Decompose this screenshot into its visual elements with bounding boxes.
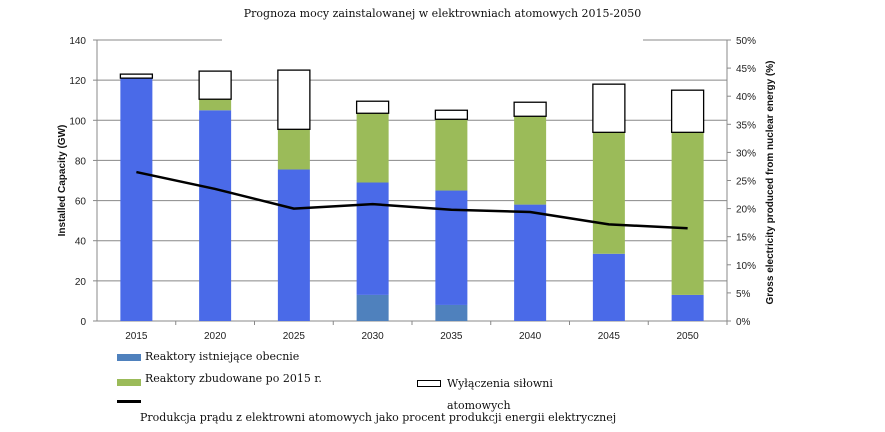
x-tick-label: 2025 (283, 331, 306, 342)
legend-swatch-new (117, 379, 141, 386)
y-tick-label: 0 (80, 317, 86, 328)
bar-segment (356, 182, 389, 295)
y2-tick-label: 5% (736, 289, 751, 300)
bar-segment (355, 100, 390, 114)
bar-segment (514, 116, 547, 205)
bar-segment (119, 73, 154, 79)
y2-tick-label: 45% (736, 64, 756, 75)
bar-segment (671, 294, 704, 321)
bar-segment (356, 113, 389, 183)
legend-swatch-line (117, 400, 141, 403)
bar-segment (277, 169, 310, 321)
bar-segment (514, 204, 547, 321)
bar-segment (435, 119, 468, 191)
y2-axis-label: Gross electricity produced from nuclear … (765, 61, 776, 305)
y2-tick-label: 0% (736, 317, 751, 328)
bar-segment (592, 83, 626, 133)
bar-segment (277, 129, 310, 170)
bar-segment (120, 78, 153, 321)
y-tick-label: 40 (75, 237, 87, 248)
legend-swatch-shutdowns (417, 380, 441, 387)
bar-segment (592, 253, 625, 321)
bar-segment (277, 69, 311, 130)
y-tick-label: 140 (69, 36, 86, 47)
legend-label-existing: Reaktory istniejące obecnie (145, 350, 300, 363)
legend-label-shutdowns: Wyłączenia siłowni atomowych (447, 377, 553, 412)
bar-segment (592, 132, 625, 254)
y2-tick-label: 35% (736, 120, 756, 131)
x-tick-label: 2045 (598, 331, 621, 342)
y-axis-label: Installed Capacity (GW) (57, 125, 68, 237)
y2-tick-label: 30% (736, 148, 756, 159)
x-tick-label: 2020 (204, 331, 227, 342)
y-tick-label: 80 (75, 156, 87, 167)
x-tick-label: 2040 (519, 331, 542, 342)
y-tick-label: 20 (75, 277, 87, 288)
bar-segment (199, 110, 232, 321)
y2-tick-label: 25% (736, 177, 756, 188)
y2-tick-label: 40% (736, 92, 756, 103)
y-tick-label: 60 (75, 197, 87, 208)
x-tick-label: 2050 (677, 331, 700, 342)
nuclear-share-line (136, 170, 688, 230)
y2-tick-label: 10% (736, 261, 756, 272)
legend-label-new: Reaktory zbudowane po 2015 r. (145, 372, 322, 385)
y2-tick-label: 50% (736, 36, 756, 47)
legend-label-line: Produkcja prądu z elektrowni atomowych j… (140, 411, 617, 424)
y2-tick-label: 20% (736, 205, 756, 216)
bar-segment (198, 70, 232, 100)
legend-swatch-existing (117, 354, 141, 361)
bar-segment (671, 132, 704, 295)
bar-segment (435, 304, 468, 321)
bar-segment (356, 294, 389, 321)
bar-segment (434, 109, 469, 120)
bar-segment (513, 101, 547, 117)
bar-segment (670, 89, 705, 133)
x-tick-label: 2035 (440, 331, 463, 342)
x-tick-label: 2030 (362, 331, 385, 342)
x-tick-label: 2015 (125, 331, 148, 342)
y-tick-label: 120 (69, 76, 86, 87)
y-tick-label: 100 (69, 116, 86, 127)
chart-title: Prognoza mocy zainstalowanej w elektrown… (243, 7, 642, 20)
y2-tick-label: 15% (736, 233, 756, 244)
bar-segment (199, 99, 232, 111)
